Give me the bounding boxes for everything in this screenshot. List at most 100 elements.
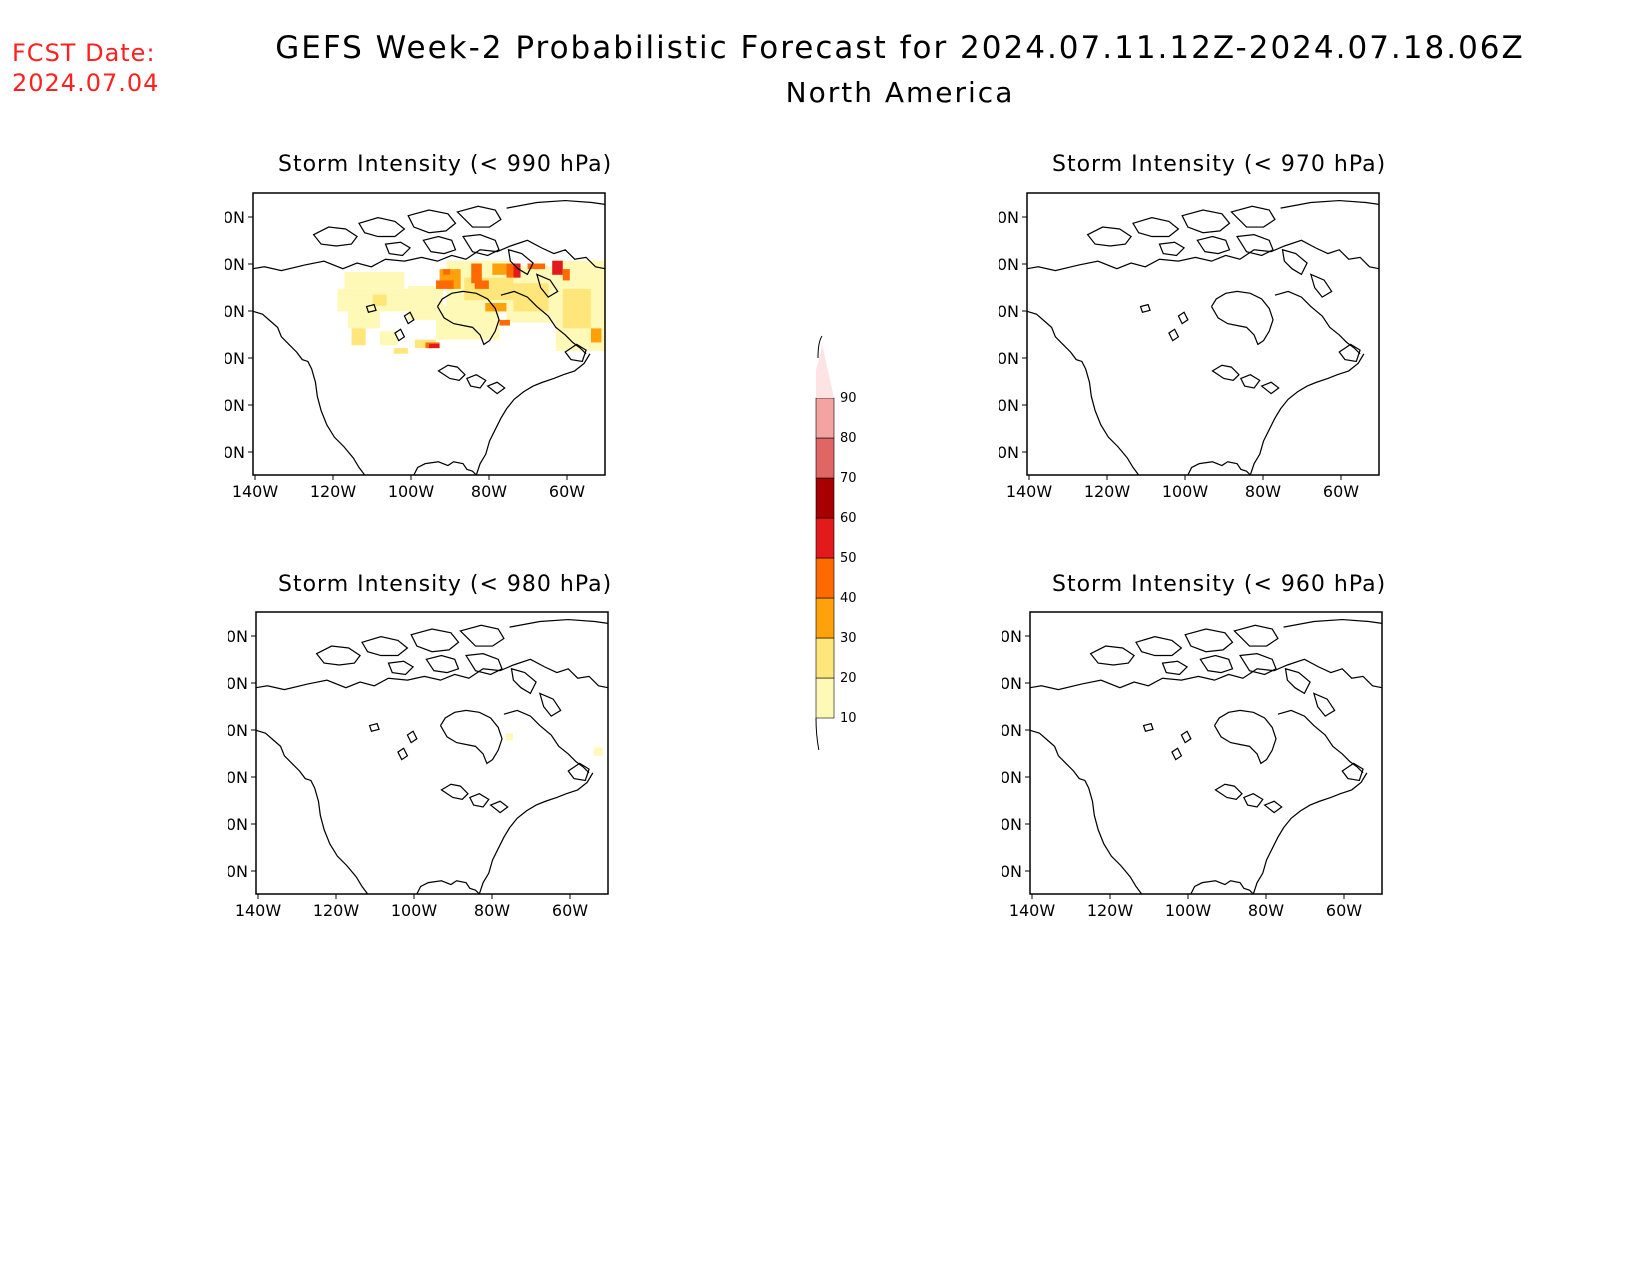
colorbar: 10 20 30 40 50 60 70 80 90 [815, 335, 857, 750]
coastline [1135, 635, 1183, 657]
colorbar-label: 70 [840, 471, 857, 486]
panel-960-frame-group: 80N 70N 60N 50N 40N 30N 140W 120W 100W 80W 60W [1002, 611, 1383, 920]
coastline-group [252, 199, 606, 476]
probability-cell [552, 260, 563, 275]
coastline [252, 239, 606, 272]
lon-label: 100W [391, 901, 438, 920]
lon-label: 140W [1006, 482, 1053, 501]
probability-cell [351, 328, 366, 346]
coastline [1274, 290, 1361, 355]
coastline [1211, 364, 1240, 382]
lat-label: 70N [1002, 674, 1022, 693]
coastline [456, 205, 502, 228]
lon-label: 120W [1084, 482, 1131, 501]
lat-label: 40N [1002, 815, 1022, 834]
lon-label: 80W [474, 901, 510, 920]
coastline [1236, 234, 1274, 257]
coastline [1196, 235, 1231, 255]
coastline [564, 343, 587, 363]
coastline [459, 624, 505, 647]
lat-label: 40N [999, 396, 1019, 415]
colorbar-label: 80 [840, 431, 857, 446]
coastline [1260, 381, 1280, 395]
colorbar-label: 60 [840, 511, 857, 526]
lon-label: 120W [313, 901, 360, 920]
coastline [1280, 199, 1380, 209]
lat-label: 60N [225, 302, 245, 321]
coastline [1168, 328, 1180, 342]
map-frame [1029, 611, 1383, 895]
coastline [1187, 461, 1251, 476]
coastline [1312, 692, 1336, 717]
lat-label: 50N [228, 768, 248, 787]
lat-label: 40N [225, 396, 245, 415]
probability-cell [485, 302, 507, 312]
coastline [397, 747, 409, 761]
lon-label: 140W [235, 901, 282, 920]
coastline [312, 226, 358, 247]
lon-label: 80W [471, 482, 507, 501]
map-frame [252, 192, 606, 476]
probability-cell [590, 328, 602, 343]
coastline [489, 800, 509, 814]
coastline [462, 234, 500, 257]
lat-label: 70N [228, 674, 248, 693]
panel-970-title: Storm Intensity (< 970 hPa) [1052, 152, 1387, 177]
coastline [406, 730, 418, 744]
coastline [1243, 793, 1264, 808]
panel-980-title: Storm Intensity (< 980 hPa) [278, 572, 613, 597]
coastline [1210, 290, 1274, 346]
fcst-date-value: 2024.07.04 [12, 69, 160, 97]
coastline [1142, 722, 1154, 732]
map-panel-980: 80N 70N 60N 50N 40N 30N 140W 120W 100W 80W 60W [228, 611, 609, 920]
coastline-group [1029, 618, 1383, 895]
coastline [507, 248, 534, 276]
probability-cell [513, 283, 549, 312]
coastline [413, 461, 477, 476]
lat-label: 70N [225, 255, 245, 274]
coastline [407, 209, 457, 234]
coastline [394, 328, 406, 342]
probability-cell [499, 319, 510, 326]
lat-label: 60N [228, 721, 248, 740]
coastline [1252, 772, 1368, 895]
lat-label: 60N [999, 302, 1019, 321]
lon-label: 140W [232, 482, 279, 501]
map-panel-990: 80N 70N 60N 50N 40N 30N 140W 120W 100W 80W 60W [225, 192, 606, 501]
lon-label: 80W [1245, 482, 1281, 501]
coastline [503, 709, 590, 774]
probability-cell [414, 339, 437, 349]
colorbar-outline [815, 717, 820, 750]
coastline [500, 290, 587, 355]
coastline [1239, 653, 1277, 676]
coastline [510, 667, 537, 695]
lat-label: 50N [225, 349, 245, 368]
coastline-group [255, 618, 609, 895]
colorbar-cap [816, 344, 834, 398]
colorbar-swatch [815, 517, 835, 559]
panel-990-frame-group: 80N 70N 60N 50N 40N 30N 140W 120W 100W 80W 60W [225, 192, 606, 501]
coastline [1190, 880, 1254, 895]
coastline [1338, 343, 1361, 363]
lon-label: 60W [1323, 482, 1359, 501]
lat-label: 30N [999, 443, 1019, 462]
colorbar-label: 90 [840, 391, 857, 406]
coastline [1180, 730, 1192, 744]
probability-cell [372, 294, 387, 306]
map-frame [255, 611, 609, 895]
probability-cell [443, 269, 451, 275]
coastline [1233, 624, 1279, 647]
coastline [1184, 628, 1234, 653]
coastline [1171, 747, 1183, 761]
coastline [1309, 273, 1333, 298]
map-panel-960: 80N 70N 60N 50N 40N 30N 140W 120W 100W 80W 60W [1002, 611, 1383, 920]
lon-label: 100W [1162, 482, 1209, 501]
coastline [1158, 241, 1186, 257]
probability-cell [471, 263, 482, 284]
coastline [1132, 216, 1180, 238]
coastline [255, 658, 609, 691]
colorbar-swatch [815, 477, 835, 519]
fcst-date-label: FCST Date: [12, 39, 156, 67]
panel-970-frame-group: 80N 70N 60N 50N 40N 30N 140W 120W 100W 80W 60W [999, 192, 1380, 501]
coastline [358, 216, 406, 238]
